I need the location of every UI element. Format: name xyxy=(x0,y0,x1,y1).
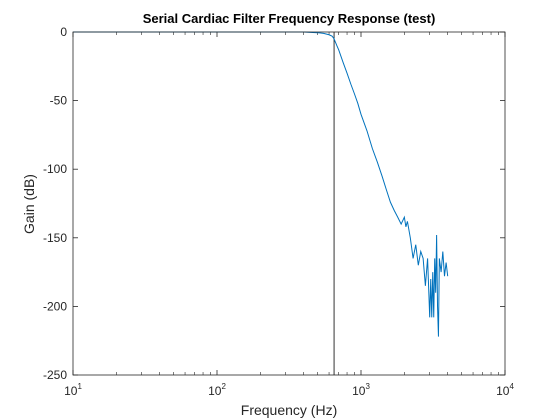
x-tick-label: 102 xyxy=(208,382,226,398)
x-tick-label: 101 xyxy=(64,382,82,398)
x-tick-base: 10 xyxy=(208,384,222,398)
y-tick-label: -250 xyxy=(43,368,67,382)
x-tick-exp: 4 xyxy=(509,382,514,391)
x-tick-exp: 1 xyxy=(77,382,82,391)
y-tick-label: -200 xyxy=(43,299,67,313)
x-tick-labels: 101 102 103 104 xyxy=(64,382,514,398)
y-tick-label: -150 xyxy=(43,231,67,245)
axes-box xyxy=(72,31,506,376)
plot-area xyxy=(73,32,505,375)
y-tick-label: -50 xyxy=(50,94,68,108)
x-tick-label: 103 xyxy=(352,382,370,398)
x-tick-base: 10 xyxy=(352,384,366,398)
y-tick-label: 0 xyxy=(60,25,67,39)
chart-title: Serial Cardiac Filter Frequency Response… xyxy=(143,11,436,26)
y-tick-labels: 0 -50 -100 -150 -200 -250 xyxy=(43,25,67,382)
series-line xyxy=(73,31,449,337)
y-tick-label: -100 xyxy=(43,162,67,176)
y-axis-label: Gain (dB) xyxy=(21,174,37,234)
x-axis-label: Frequency (Hz) xyxy=(241,402,337,418)
x-tick-base: 10 xyxy=(496,384,510,398)
x-tick-exp: 3 xyxy=(365,382,370,391)
x-tick-base: 10 xyxy=(64,384,78,398)
x-tick-label: 104 xyxy=(496,382,514,398)
x-tick-exp: 2 xyxy=(221,382,226,391)
